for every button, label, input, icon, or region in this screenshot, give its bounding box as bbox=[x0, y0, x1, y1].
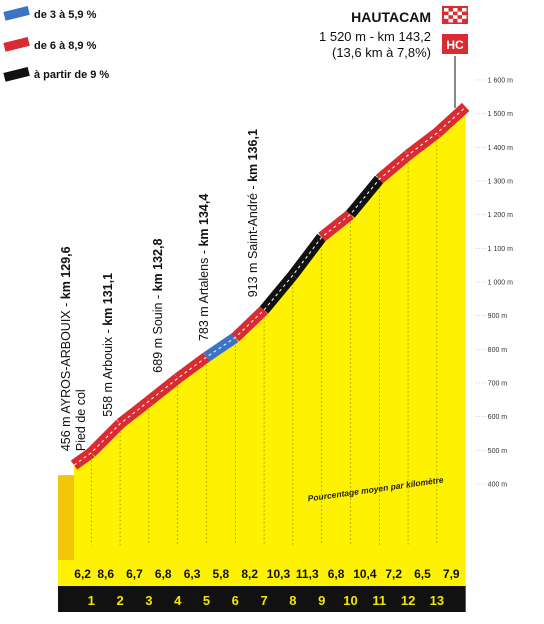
km-label: 10 bbox=[343, 593, 357, 608]
legend-label-very-steep: à partir de 9 % bbox=[34, 69, 109, 81]
waypoint-place: 913 m Saint-André - bbox=[246, 182, 260, 297]
category-label: HC bbox=[446, 38, 464, 52]
segment-pct-label: 7,2 bbox=[385, 567, 402, 581]
waypoint-name: 456 m AYROS-ARBOUIX - km 129,6 bbox=[59, 246, 73, 451]
ytick-label: 1 200 m bbox=[488, 212, 513, 219]
km-label: 9 bbox=[318, 593, 325, 608]
segment-pct-label: 11,3 bbox=[296, 567, 319, 581]
ytick-label: 1 100 m bbox=[488, 246, 513, 253]
segment-pct-label: 6,7 bbox=[126, 567, 143, 581]
profile-side-face bbox=[58, 475, 74, 560]
waypoint-km: km 136,1 bbox=[246, 129, 260, 182]
profile-area bbox=[74, 107, 466, 560]
segment-pct-label: 10,3 bbox=[267, 567, 291, 581]
ytick-label: 900 m bbox=[488, 313, 508, 320]
waypoint-label: 689 m Souin - km 132,8 bbox=[151, 239, 165, 373]
ytick-label: 1 000 m bbox=[488, 279, 513, 286]
waypoint-name: 558 m Arbouix - km 131,1 bbox=[101, 273, 115, 417]
legend-item-steep: de 6 à 8,9 % bbox=[3, 37, 96, 52]
ytick-label: 1 600 m bbox=[488, 77, 513, 84]
km-label: 7 bbox=[260, 593, 267, 608]
segment-pct-label: 8,6 bbox=[97, 567, 114, 581]
waypoint-name: 689 m Souin - km 132,8 bbox=[151, 239, 165, 373]
waypoint-sub: Pied de col bbox=[74, 389, 88, 451]
ytick-label: 600 m bbox=[488, 414, 508, 421]
segment-pct-label: 5,8 bbox=[213, 567, 230, 581]
legend-swatch-moderate bbox=[3, 6, 29, 21]
waypoint-km: km 131,1 bbox=[101, 273, 115, 326]
ytick-label: 400 m bbox=[488, 482, 508, 489]
segment-pct-label: 10,4 bbox=[353, 567, 377, 581]
profile-plot: 400 m 500 m 600 m 700 m 800 m 900 m 1 000 m 1 1… bbox=[58, 77, 513, 612]
km-label: 11 bbox=[372, 593, 386, 608]
segment-pct-label: 6,8 bbox=[155, 567, 172, 581]
segment-pct-label: 7,9 bbox=[443, 567, 460, 581]
flag-square bbox=[449, 12, 454, 16]
category-badge: HC bbox=[442, 34, 468, 54]
waypoint-place: 783 m Artalens - bbox=[197, 247, 211, 342]
finish-flag-icon bbox=[442, 6, 468, 24]
waypoint-label: 558 m Arbouix - km 131,1 bbox=[101, 273, 115, 417]
waypoint-place: 456 m AYROS-ARBOUIX - bbox=[59, 299, 73, 451]
waypoint-place: 558 m Arbouix - bbox=[101, 326, 115, 417]
flag-square bbox=[462, 8, 467, 12]
segment-pct-label: 8,2 bbox=[241, 567, 258, 581]
ytick-label: 1 300 m bbox=[488, 178, 513, 185]
legend-label-moderate: de 3 à 5,9 % bbox=[34, 9, 97, 21]
ytick-label: 800 m bbox=[488, 347, 508, 354]
legend-label-steep: de 6 à 8,9 % bbox=[34, 40, 97, 52]
summit-name: HAUTACAM bbox=[351, 9, 431, 25]
flag-square bbox=[444, 8, 449, 12]
summit-altitude: 1 520 m - km 143,2 bbox=[319, 29, 431, 44]
waypoint-km: km 134,4 bbox=[197, 194, 211, 247]
km-label: 13 bbox=[430, 593, 444, 608]
flag-square bbox=[449, 19, 454, 23]
waypoint-km: km 129,6 bbox=[59, 246, 73, 299]
legend-item-moderate: de 3 à 5,9 % bbox=[3, 6, 96, 21]
km-label: 5 bbox=[203, 593, 210, 608]
flag-square bbox=[458, 19, 463, 23]
waypoint-name: 783 m Artalens - km 134,4 bbox=[197, 194, 211, 341]
summit-climb-stats: (13,6 km à 7,8%) bbox=[332, 45, 431, 60]
summit-info: HAUTACAM 1 520 m - km 143,2 (13,6 km à 7… bbox=[319, 6, 468, 108]
legend-swatch-very-steep bbox=[3, 67, 29, 82]
segment-pct-label: 6,8 bbox=[328, 567, 345, 581]
waypoint-label: 783 m Artalens - km 134,4 bbox=[197, 194, 211, 341]
flag-square bbox=[453, 8, 458, 12]
flag-square bbox=[444, 15, 449, 19]
ytick-label: 1 500 m bbox=[488, 111, 513, 118]
km-label: 1 bbox=[88, 593, 95, 608]
ytick-label: 500 m bbox=[488, 448, 508, 455]
km-label: 4 bbox=[174, 593, 182, 608]
legend-swatch-steep bbox=[3, 37, 29, 52]
ytick-label: 700 m bbox=[488, 380, 508, 387]
km-label: 6 bbox=[232, 593, 239, 608]
waypoint-name: 913 m Saint-André - km 136,1 bbox=[246, 129, 260, 297]
waypoint-label: 913 m Saint-André - km 136,1 bbox=[246, 129, 260, 297]
waypoint-km: km 132,8 bbox=[151, 239, 165, 292]
flag-square bbox=[462, 15, 467, 19]
flag-square bbox=[458, 12, 463, 16]
km-label: 2 bbox=[116, 593, 123, 608]
pct-strip bbox=[58, 560, 466, 586]
waypoint-place: 689 m Souin - bbox=[151, 291, 165, 372]
segment-pct-label: 6,5 bbox=[414, 567, 431, 581]
km-label: 3 bbox=[145, 593, 152, 608]
legend: de 3 à 5,9 % de 6 à 8,9 % à partir de 9 … bbox=[3, 6, 109, 82]
segment-pct-label: 6,2 bbox=[74, 567, 91, 581]
segment-pct-label: 6,3 bbox=[184, 567, 201, 581]
km-label: 12 bbox=[401, 593, 415, 608]
flag-square bbox=[453, 15, 458, 19]
km-label: 8 bbox=[289, 593, 296, 608]
legend-item-very-steep: à partir de 9 % bbox=[3, 67, 109, 82]
ytick-label: 1 400 m bbox=[488, 145, 513, 152]
